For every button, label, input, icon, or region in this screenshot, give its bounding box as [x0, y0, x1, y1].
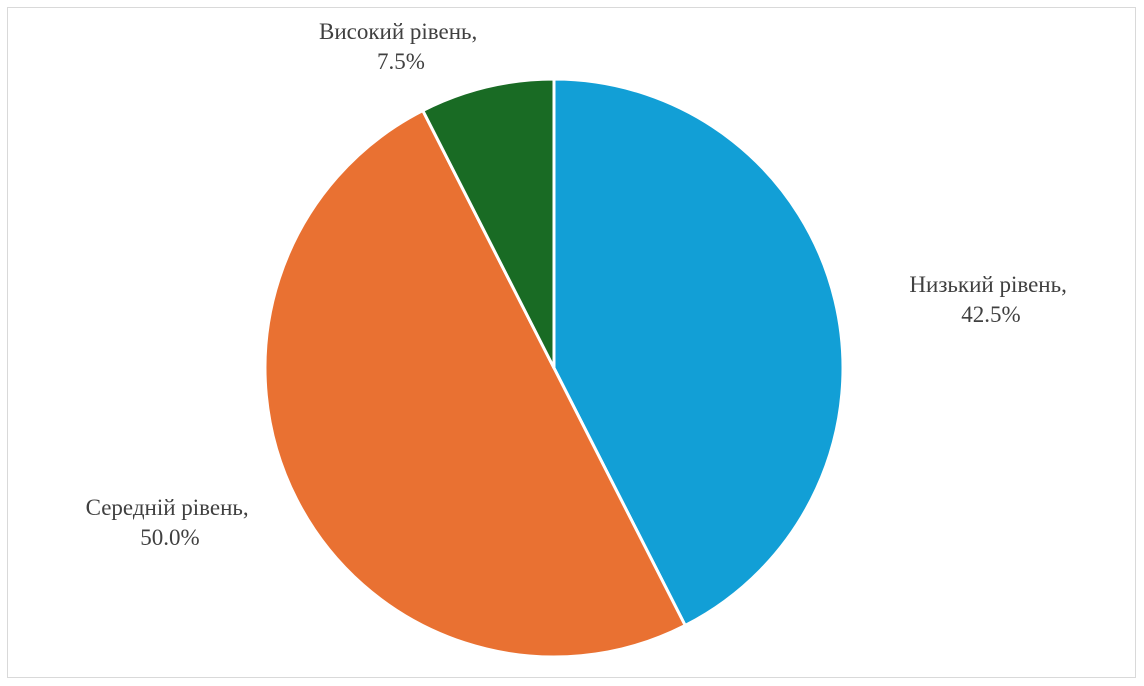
label-low-name: Низький рівень,: [909, 272, 1066, 297]
label-medium-value: 50.0%: [140, 525, 199, 550]
label-low-value: 42.5%: [961, 302, 1020, 327]
label-low: Низький рівень, 42.5%: [909, 272, 1072, 327]
pie-slices: [263, 77, 845, 659]
label-high: Високий рівень, 7.5%: [319, 19, 483, 74]
label-high-name: Високий рівень,: [319, 19, 477, 44]
slice-medium: [263, 108, 687, 659]
slice-high: [421, 77, 556, 370]
slice-low: [552, 77, 845, 628]
data-labels: Низький рівень, 42.5% Середній рівень, 5…: [86, 19, 1072, 550]
label-high-value: 7.5%: [377, 49, 425, 74]
label-medium-name: Середній рівень,: [86, 495, 249, 520]
label-medium: Середній рівень, 50.0%: [86, 495, 255, 550]
